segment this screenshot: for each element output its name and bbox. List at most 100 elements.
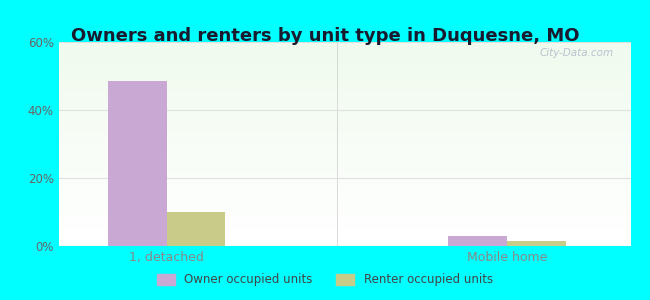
Bar — [58, 76, 630, 77]
Bar — [58, 242, 630, 243]
Bar — [58, 103, 630, 104]
Bar — [58, 60, 630, 62]
Bar — [58, 237, 630, 238]
Bar — [58, 97, 630, 98]
Bar — [58, 169, 630, 170]
Bar — [58, 129, 630, 130]
Bar — [58, 53, 630, 54]
Bar — [58, 183, 630, 184]
Bar — [58, 160, 630, 161]
Bar — [58, 73, 630, 74]
Bar — [58, 179, 630, 180]
Bar — [58, 138, 630, 139]
Bar — [58, 218, 630, 220]
Bar — [448, 236, 507, 246]
Bar — [58, 191, 630, 192]
Bar — [58, 181, 630, 182]
Bar — [58, 195, 630, 196]
Bar — [58, 200, 630, 201]
Bar — [58, 156, 630, 157]
Bar — [58, 196, 630, 197]
Bar — [58, 105, 630, 106]
Bar — [58, 58, 630, 59]
Bar — [58, 55, 630, 56]
Bar — [58, 185, 630, 186]
Bar — [58, 124, 630, 126]
Bar — [58, 96, 630, 97]
Bar — [58, 165, 630, 166]
Bar — [58, 108, 630, 109]
Bar — [58, 100, 630, 101]
Bar — [58, 65, 630, 67]
Bar — [58, 214, 630, 215]
Bar — [507, 241, 566, 246]
Bar — [58, 144, 630, 145]
Bar — [58, 204, 630, 205]
Bar — [58, 243, 630, 244]
Bar — [58, 137, 630, 138]
Bar — [58, 70, 630, 72]
Bar — [58, 81, 630, 82]
Bar — [58, 187, 630, 188]
Bar — [58, 229, 630, 230]
Bar — [58, 193, 630, 194]
Bar — [58, 235, 630, 236]
Bar — [58, 49, 630, 50]
Bar — [58, 86, 630, 87]
Bar — [58, 194, 630, 195]
Bar — [58, 239, 630, 240]
Legend: Owner occupied units, Renter occupied units: Owner occupied units, Renter occupied un… — [153, 269, 497, 291]
Bar — [58, 231, 630, 232]
Bar — [58, 99, 630, 100]
Bar — [108, 81, 166, 246]
Bar — [58, 169, 630, 170]
Bar — [58, 118, 630, 119]
Bar — [58, 148, 630, 149]
Bar — [58, 46, 630, 47]
Bar — [58, 113, 630, 114]
Bar — [58, 207, 630, 208]
Bar — [58, 164, 630, 165]
Bar — [58, 107, 630, 108]
Bar — [58, 77, 630, 78]
Bar — [58, 85, 630, 86]
Bar — [58, 158, 630, 159]
Bar — [58, 186, 630, 187]
Bar — [58, 52, 630, 53]
Bar — [58, 151, 630, 152]
Bar — [58, 178, 630, 179]
Bar — [58, 201, 630, 202]
Bar — [58, 91, 630, 92]
Bar — [58, 236, 630, 237]
Bar — [58, 210, 630, 211]
Bar — [58, 98, 630, 99]
Bar — [58, 109, 630, 110]
Bar — [58, 121, 630, 122]
Bar — [58, 130, 630, 131]
Bar — [58, 208, 630, 209]
Bar — [58, 175, 630, 176]
Text: Owners and renters by unit type in Duquesne, MO: Owners and renters by unit type in Duque… — [71, 27, 579, 45]
Bar — [58, 116, 630, 118]
Bar — [58, 63, 630, 64]
Bar — [58, 72, 630, 73]
Bar — [58, 220, 630, 221]
Bar — [58, 128, 630, 129]
Bar — [58, 224, 630, 225]
Bar — [58, 43, 630, 44]
Bar — [58, 75, 630, 76]
Bar — [58, 101, 630, 102]
Bar — [58, 189, 630, 190]
Bar — [58, 131, 630, 132]
Bar — [58, 152, 630, 153]
Bar — [58, 150, 630, 151]
Bar — [58, 241, 630, 242]
Bar — [58, 74, 630, 75]
Bar — [58, 182, 630, 183]
Bar — [58, 114, 630, 116]
Bar — [58, 223, 630, 224]
Bar — [58, 94, 630, 95]
Bar — [166, 212, 226, 246]
Bar — [58, 136, 630, 137]
Bar — [58, 188, 630, 189]
